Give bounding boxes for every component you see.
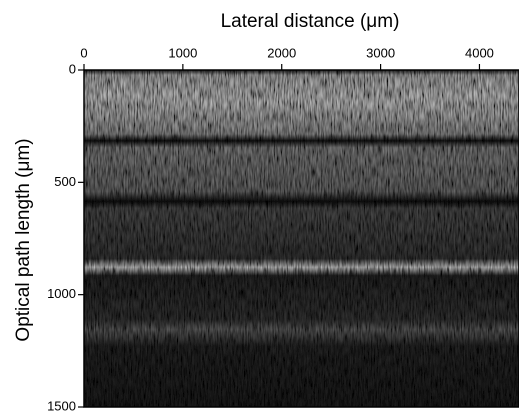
oct-image [84, 70, 519, 407]
x-tick-label: 2000 [267, 45, 296, 60]
x-tick-label: 4000 [465, 45, 494, 60]
y-axis-title: Optical path length (μm) [13, 138, 34, 341]
y-tick-label: 500 [54, 174, 76, 189]
x-tick-label: 3000 [366, 45, 395, 60]
x-tick-label: 0 [80, 45, 87, 60]
x-axis-title: Lateral distance (μm) [221, 11, 400, 32]
y-tick-label: 1000 [47, 286, 76, 301]
y-tick-label: 0 [69, 61, 76, 76]
y-tick-label: 1500 [47, 398, 76, 413]
x-tick-label: 1000 [168, 45, 197, 60]
plot-frame [83, 69, 519, 408]
